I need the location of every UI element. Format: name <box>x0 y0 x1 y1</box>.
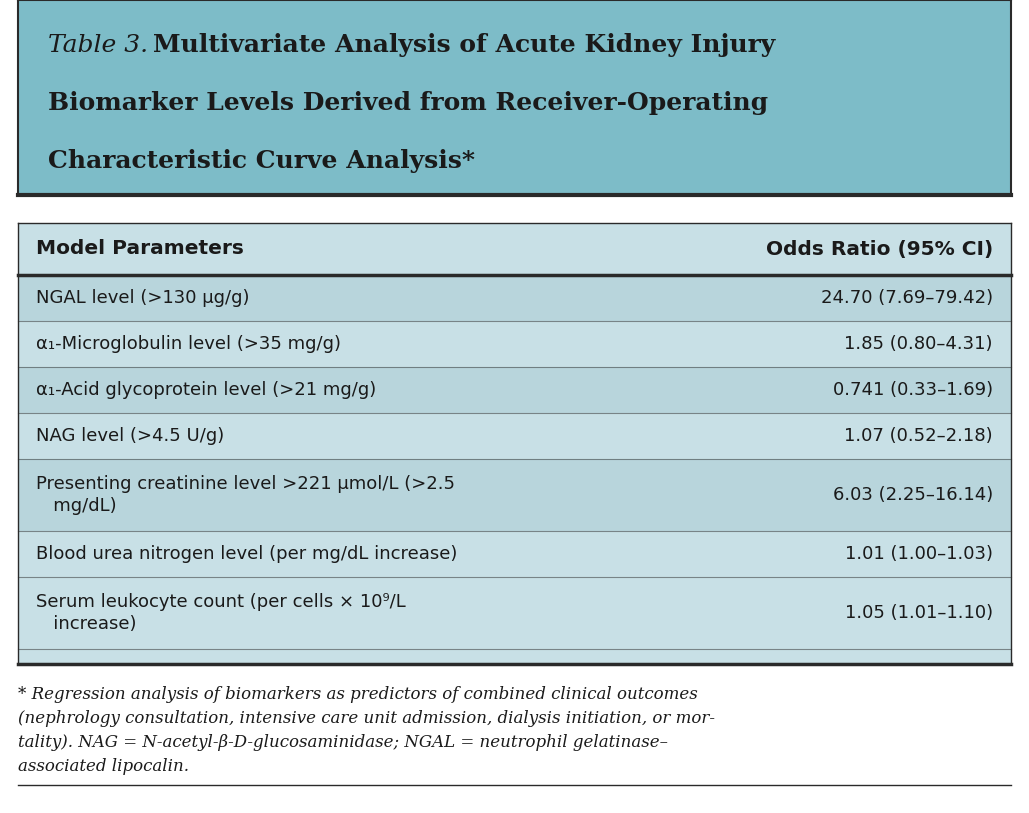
Polygon shape <box>17 275 1012 321</box>
Text: Blood urea nitrogen level (per mg/dL increase): Blood urea nitrogen level (per mg/dL inc… <box>36 545 457 563</box>
Text: * Regression analysis of biomarkers as predictors of combined clinical outcomes: * Regression analysis of biomarkers as p… <box>17 686 698 703</box>
Polygon shape <box>17 367 1012 413</box>
Polygon shape <box>17 223 1012 664</box>
Text: 24.70 (7.69–79.42): 24.70 (7.69–79.42) <box>821 289 993 307</box>
Text: NAG level (>4.5 U/g): NAG level (>4.5 U/g) <box>36 427 224 445</box>
Text: Multivariate Analysis of Acute Kidney Injury: Multivariate Analysis of Acute Kidney In… <box>153 33 775 57</box>
Text: α₁-Acid glycoprotein level (>21 mg/g): α₁-Acid glycoprotein level (>21 mg/g) <box>36 381 377 399</box>
Text: 1.01 (1.00–1.03): 1.01 (1.00–1.03) <box>845 545 993 563</box>
Polygon shape <box>17 0 1012 195</box>
Text: mg/dL): mg/dL) <box>36 497 116 515</box>
Text: (nephrology consultation, intensive care unit admission, dialysis initiation, or: (nephrology consultation, intensive care… <box>17 710 715 727</box>
Text: Biomarker Levels Derived from Receiver-Operating: Biomarker Levels Derived from Receiver-O… <box>48 91 768 115</box>
Text: increase): increase) <box>36 615 137 633</box>
Polygon shape <box>17 459 1012 531</box>
Text: NGAL level (>130 μg/g): NGAL level (>130 μg/g) <box>36 289 249 307</box>
Text: α₁-Microglobulin level (>35 mg/g): α₁-Microglobulin level (>35 mg/g) <box>36 335 341 353</box>
Text: Characteristic Curve Analysis*: Characteristic Curve Analysis* <box>48 149 475 173</box>
Text: Presenting creatinine level >221 μmol/L (>2.5: Presenting creatinine level >221 μmol/L … <box>36 475 455 493</box>
Text: Serum leukocyte count (per cells × 10⁹/L: Serum leukocyte count (per cells × 10⁹/L <box>36 593 405 611</box>
Text: 1.07 (0.52–2.18): 1.07 (0.52–2.18) <box>845 427 993 445</box>
Text: Table 3.: Table 3. <box>48 34 148 57</box>
Text: tality). NAG = N-acetyl-β-D-glucosaminidase; NGAL = neutrophil gelatinase–: tality). NAG = N-acetyl-β-D-glucosaminid… <box>17 734 668 751</box>
Polygon shape <box>17 195 1012 223</box>
Text: associated lipocalin.: associated lipocalin. <box>17 758 189 775</box>
Text: 1.05 (1.01–1.10): 1.05 (1.01–1.10) <box>845 604 993 622</box>
Text: 0.741 (0.33–1.69): 0.741 (0.33–1.69) <box>832 381 993 399</box>
Text: Odds Ratio (95% CI): Odds Ratio (95% CI) <box>766 240 993 259</box>
Text: 1.85 (0.80–4.31): 1.85 (0.80–4.31) <box>845 335 993 353</box>
Text: 6.03 (2.25–16.14): 6.03 (2.25–16.14) <box>832 486 993 504</box>
Text: Model Parameters: Model Parameters <box>36 240 244 259</box>
